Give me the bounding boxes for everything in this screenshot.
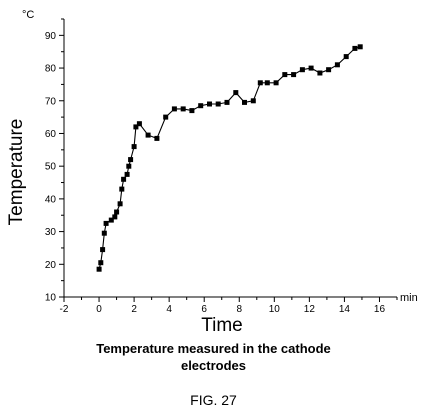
data-point xyxy=(282,72,288,78)
data-point xyxy=(163,114,169,120)
data-point xyxy=(308,65,314,71)
data-point xyxy=(171,106,177,112)
data-point xyxy=(98,260,104,266)
y-unit-label: °C xyxy=(22,9,34,21)
data-point xyxy=(215,101,221,107)
data-point xyxy=(343,54,349,60)
data-point xyxy=(180,106,186,112)
y-tick-label: 80 xyxy=(45,64,57,75)
figure-label: FIG. 27 xyxy=(190,392,237,408)
series-line xyxy=(98,46,361,270)
y-tick-label: 40 xyxy=(45,194,57,205)
chart-caption: Temperature measured in the cathode elec… xyxy=(0,340,427,374)
x-axis-title: Time xyxy=(201,315,243,336)
x-tick-label: 2 xyxy=(131,304,137,315)
data-point xyxy=(273,80,279,86)
data-point xyxy=(352,45,358,51)
data-point xyxy=(326,67,332,73)
x-tick-label: 8 xyxy=(236,304,242,315)
y-axis-title: Temperature xyxy=(6,119,27,226)
data-point xyxy=(207,101,212,107)
data-point xyxy=(131,144,137,150)
x-tick-label: 16 xyxy=(374,304,386,315)
axes xyxy=(63,19,397,298)
data-point xyxy=(128,157,134,163)
chart-caption-line-1: Temperature measured in the cathode xyxy=(96,341,331,356)
y-axis-ticks: 10 20 30 40 50 60 70 80 90 xyxy=(45,18,64,304)
y-tick-label: 30 xyxy=(45,227,57,238)
x-tick-label: 12 xyxy=(304,304,316,315)
data-point xyxy=(198,103,204,109)
data-point xyxy=(154,135,160,141)
x-axis-ticks: -2 0 2 4 6 8 10 12 14 16 xyxy=(60,297,398,315)
data-point xyxy=(189,108,195,114)
data-point xyxy=(242,99,247,105)
data-point xyxy=(257,80,263,86)
y-tick-label: 90 xyxy=(45,31,57,42)
data-points xyxy=(96,44,363,272)
data-point xyxy=(136,121,142,127)
x-tick-label: 6 xyxy=(201,304,207,315)
chart-caption-line-2: electrodes xyxy=(180,358,247,373)
data-point xyxy=(264,80,270,86)
data-point xyxy=(224,99,230,105)
x-tick-label: 0 xyxy=(96,304,102,315)
x-tick-label: 14 xyxy=(339,304,351,315)
data-point xyxy=(101,230,107,236)
y-tick-label: 70 xyxy=(45,96,57,107)
data-point xyxy=(133,124,139,130)
data-point xyxy=(121,176,127,182)
data-point xyxy=(119,186,125,192)
data-point xyxy=(233,90,239,96)
x-unit-label: min xyxy=(400,292,418,304)
y-tick-label: 10 xyxy=(45,293,57,304)
data-point xyxy=(103,220,109,226)
data-point xyxy=(108,217,114,223)
x-tick-label: -2 xyxy=(60,304,69,315)
data-point xyxy=(250,98,256,104)
data-point xyxy=(124,171,130,177)
y-tick-label: 60 xyxy=(45,129,57,140)
data-point xyxy=(334,62,340,68)
data-point xyxy=(291,72,297,78)
y-tick-label: 50 xyxy=(45,162,57,173)
data-point xyxy=(114,209,120,215)
data-point xyxy=(357,44,363,50)
y-tick-label: 20 xyxy=(45,260,57,271)
data-point xyxy=(96,266,102,272)
data-point xyxy=(117,201,123,207)
data-point xyxy=(317,70,323,76)
data-point xyxy=(112,214,118,220)
x-tick-label: 10 xyxy=(269,304,281,315)
data-point xyxy=(145,132,151,138)
data-point xyxy=(299,67,305,73)
x-tick-label: 4 xyxy=(166,304,172,315)
data-point xyxy=(126,163,132,169)
data-point xyxy=(100,247,106,253)
